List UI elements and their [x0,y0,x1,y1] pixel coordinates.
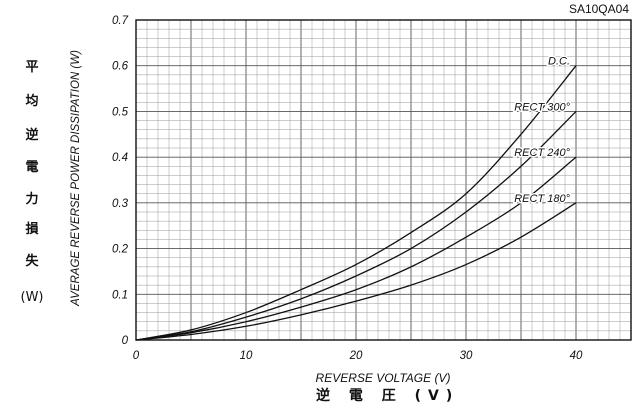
y-tick-labels: 0 0.1 0.2 0.3 0.4 0.5 0.6 0.7 [112,15,129,347]
x-axis-label: REVERSE VOLTAGE (V) [316,371,451,385]
x-axis-japanese-label: 逆 電 圧 (V) [316,388,460,404]
y-label-jp-char: 逆 [25,128,39,143]
y-tick-label: 0.5 [112,106,129,118]
y-tick-label: 0.3 [112,198,129,210]
y-label-jp-char: 損 [25,222,39,237]
y-tick-label: 0.7 [112,15,129,27]
y-tick-label: 0 [122,335,129,347]
y-tick-label: 0.6 [112,61,129,73]
series-labels: D.C. RECT 300° RECT 240° RECT 180° [513,54,572,206]
figure-code: SA10QA04 [568,2,629,16]
y-axis-label: AVERAGE REVERSE POWER DISSIPATION (W) [70,50,82,307]
series-line [135,202,577,341]
series-line [135,65,577,341]
x-tick-label: 10 [240,350,253,362]
x-tick-label: 30 [460,350,473,362]
series-line [135,156,577,341]
y-label-jp-char: 平 [25,60,39,75]
series-label: D.C. [548,56,570,68]
series-label: RECT 240° [514,147,570,159]
x-tick-label: 20 [349,350,363,362]
y-label-jp-char: 均 [25,94,39,109]
y-tick-label: 0.1 [112,289,128,301]
x-tick-label: 40 [570,350,583,362]
series-curves [135,65,577,341]
series-label: RECT 180° [514,193,570,205]
plot-frame [135,19,632,341]
y-label-jp-char: 電 [25,160,39,175]
x-tick-labels: 0 10 20 30 40 [133,350,583,362]
y-tick-label: 0.2 [112,244,129,256]
y-label-jp-char: 失 [25,254,39,269]
x-tick-label: 0 [133,350,140,362]
series-line [135,110,577,341]
grid [135,19,632,341]
y-unit-jp: (W) [20,290,44,305]
series-label: RECT 300° [514,101,570,113]
y-tick-label: 0.4 [112,152,128,164]
y-label-jp-char: 力 [25,192,39,207]
